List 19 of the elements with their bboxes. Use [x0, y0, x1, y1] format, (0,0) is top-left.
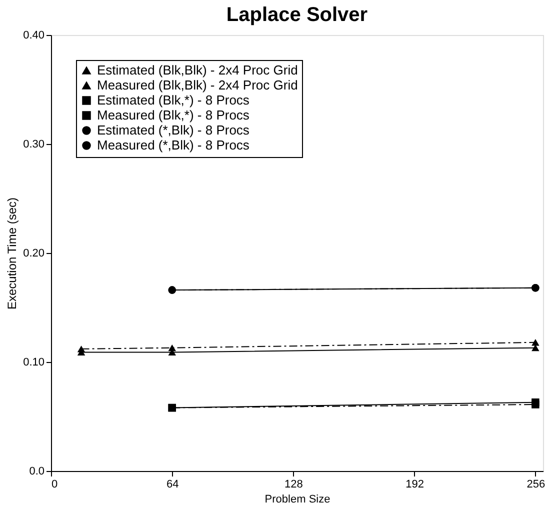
x-tick-label: 192	[406, 478, 424, 490]
x-tick-label: 128	[284, 478, 303, 490]
legend-label: Estimated (*,Blk) - 8 Procs	[97, 122, 250, 138]
legend-label: Estimated (Blk,*) - 8 Procs	[97, 92, 250, 108]
legend-label: Measured (Blk,Blk) - 2x4 Proc Grid	[97, 78, 298, 92]
y-tick-label: 0.20	[23, 248, 44, 260]
chart-title: Laplace Solver	[226, 4, 368, 26]
y-tick-label: 0.40	[23, 30, 44, 42]
y-tick-label: 0.10	[23, 356, 44, 368]
legend-label: Estimated (Blk,Blk) - 2x4 Proc Grid	[97, 62, 298, 78]
y-tick-label: 0.0	[29, 466, 44, 478]
legend-label: Measured (Blk,*) - 8 Procs	[97, 108, 250, 122]
x-tick-label: 64	[166, 478, 179, 490]
x-tick-label: 0	[52, 478, 58, 490]
y-tick-label: 0.30	[23, 138, 44, 150]
y-axis-title: Execution Time (sec)	[5, 197, 20, 310]
x-tick-label: 256	[526, 478, 546, 490]
x-axis-title: Problem Size	[264, 494, 330, 506]
legend-label: Measured (*,Blk) - 8 Procs	[97, 138, 250, 152]
